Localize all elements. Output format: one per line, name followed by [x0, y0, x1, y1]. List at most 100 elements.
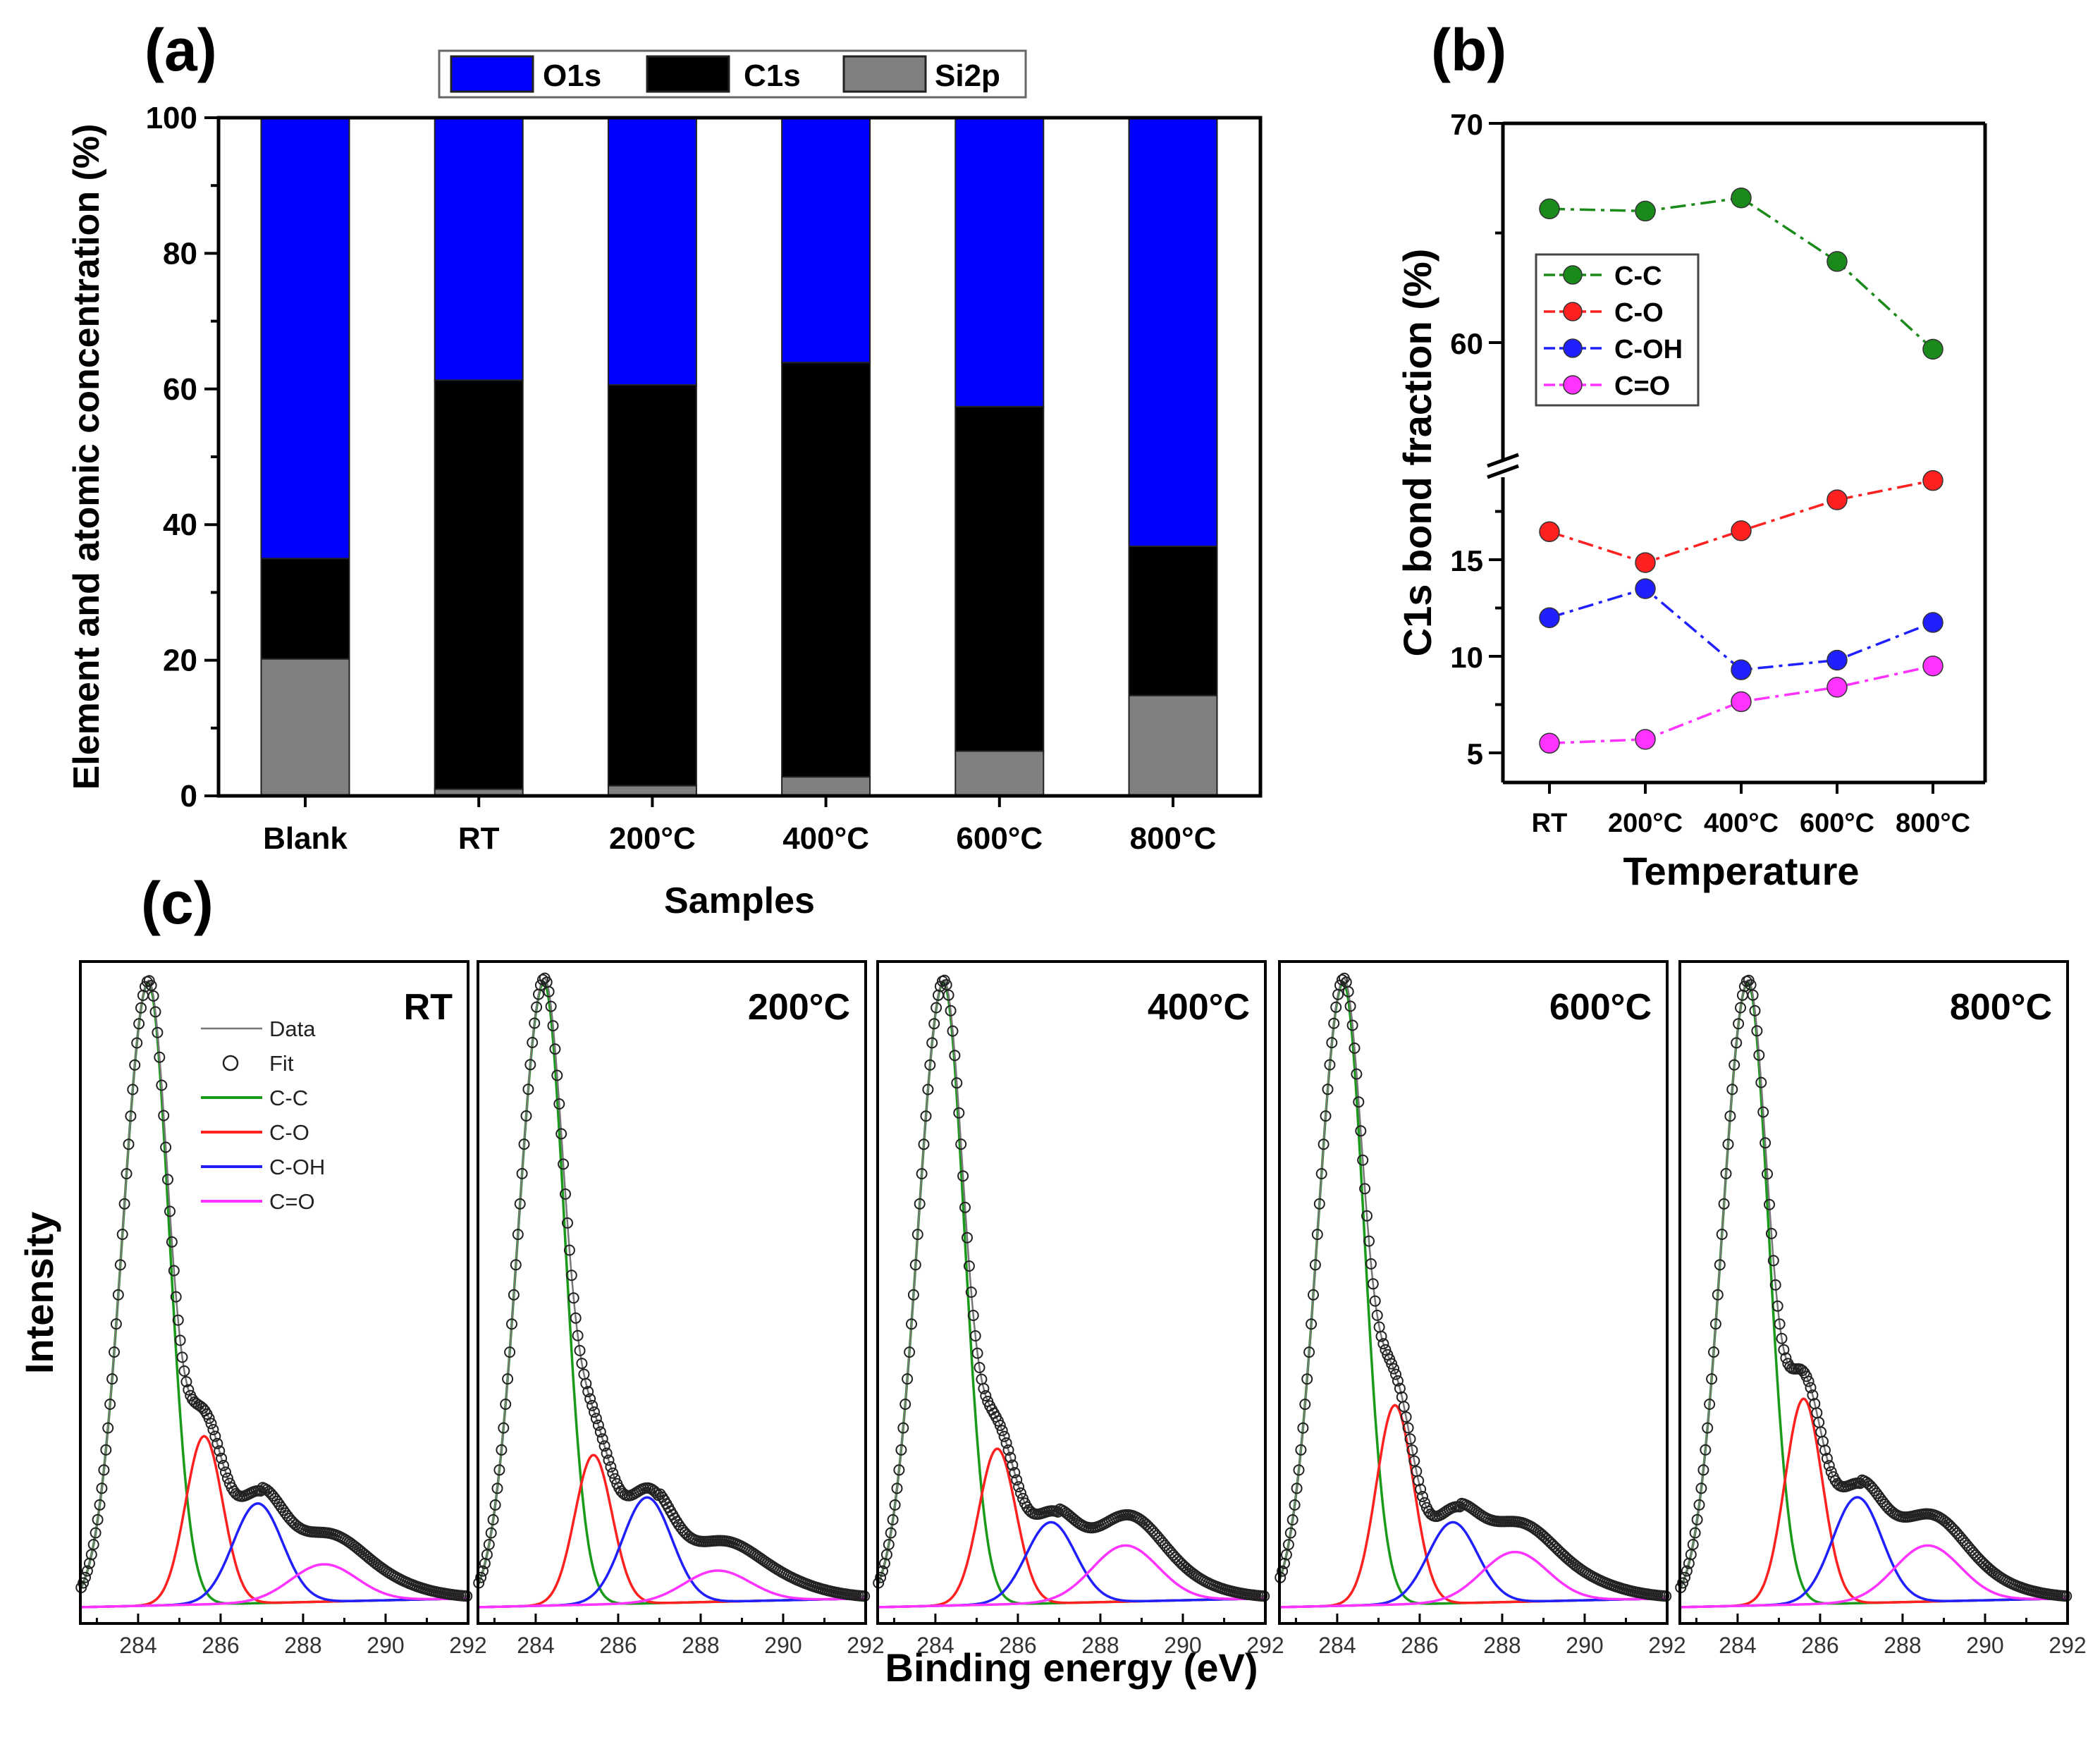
fit-point	[1015, 1487, 1026, 1499]
fit-point	[1941, 1517, 1953, 1528]
fit-point	[959, 1201, 971, 1213]
fit-point	[216, 1452, 228, 1464]
fit-point	[164, 1205, 176, 1217]
fit-point	[1392, 1375, 1404, 1387]
legend-marker-fit	[222, 1055, 239, 1071]
x-tick-label: 800°C	[1896, 809, 1970, 838]
data-point-c=o	[1635, 729, 1656, 750]
fit-point	[1695, 1482, 1707, 1494]
fit-point	[121, 1168, 133, 1179]
fit-point	[1315, 1168, 1327, 1179]
fit-point	[1322, 1083, 1334, 1095]
panel-title: 400°C	[1148, 987, 1250, 1028]
data-line	[876, 979, 1265, 1597]
y-tick-label: 20	[163, 644, 197, 678]
xps-x-label: Binding energy (eV)	[885, 1645, 1258, 1690]
fit-point	[1769, 1279, 1781, 1291]
fit-point	[502, 1373, 514, 1385]
fit-point	[607, 1467, 619, 1479]
fit-point	[1722, 1138, 1734, 1150]
component-c-o	[1680, 1397, 2068, 1609]
fit-point	[98, 1464, 110, 1476]
legend-label-c-o: C-O	[1614, 298, 1664, 328]
legend-box	[1535, 253, 1700, 407]
fit-point	[78, 1577, 90, 1589]
fit-point	[1342, 985, 1354, 997]
fit-point	[493, 1464, 505, 1476]
fit-point	[508, 1289, 520, 1301]
fit-point	[1681, 1565, 1693, 1577]
data-point-c-c	[1731, 187, 1752, 209]
fit-point	[1388, 1363, 1400, 1375]
legend-box	[438, 49, 1027, 99]
fit-point	[139, 981, 151, 993]
fit-point	[1776, 1332, 1788, 1344]
component-c-c	[1678, 981, 2068, 1605]
bar-chart-y-label: Element and atomic concentration (%)	[66, 124, 107, 790]
fit-point	[1355, 1125, 1367, 1137]
fit-point	[1706, 1373, 1718, 1385]
fit-point	[183, 1384, 195, 1396]
fit-point	[1289, 1499, 1301, 1511]
panel-frame	[876, 960, 1267, 1625]
fit-point	[197, 1402, 209, 1414]
bar-si2p	[781, 776, 871, 797]
fit-point	[100, 1444, 112, 1456]
fit-point	[589, 1406, 600, 1418]
fit-point	[963, 1260, 975, 1272]
fit-point	[1313, 1198, 1325, 1210]
fit-point	[1745, 979, 1757, 991]
fit-point	[572, 1330, 584, 1341]
x-tick-label: 200°C	[1608, 809, 1683, 838]
panel-title: 200°C	[748, 987, 850, 1028]
fit-point	[1400, 1411, 1412, 1423]
fit-point	[601, 1447, 613, 1459]
xps-panel-2: 284 286 288 290 292 400°C	[873, 960, 1284, 1658]
fit-point	[980, 1390, 992, 1401]
x-tick-label: Blank	[263, 821, 348, 856]
x-tick-label: 290	[1566, 1633, 1603, 1658]
legend-label-c-oh: C-OH	[269, 1155, 325, 1179]
fit-point	[1002, 1444, 1014, 1456]
x-tick-label: 290	[764, 1633, 802, 1658]
bar-c1s	[781, 362, 871, 778]
fit-point	[118, 1198, 130, 1210]
fit-point	[584, 1393, 596, 1405]
legend-label-o1s: O1s	[543, 59, 601, 93]
fit-point	[518, 1138, 530, 1150]
fit-point	[1353, 1096, 1365, 1108]
fit-point	[168, 1265, 180, 1277]
fit-point	[560, 1188, 571, 1200]
panel-label-a: (a)	[145, 17, 217, 83]
fit-point	[1303, 1346, 1315, 1358]
xps-panel-3: 284 286 288 290 292 600°C	[1275, 960, 1686, 1658]
fit-point	[524, 1059, 536, 1071]
fit-point	[971, 1347, 983, 1359]
fit-point	[162, 1174, 173, 1186]
fit-point	[496, 1444, 508, 1456]
fit-point	[1007, 1459, 1019, 1471]
fit-point	[922, 1083, 934, 1095]
data-point-c-oh	[1539, 607, 1560, 628]
fit-point	[673, 1518, 684, 1530]
x-tick-label: 288	[284, 1633, 321, 1658]
fit-point	[955, 1138, 967, 1150]
fit-point	[1295, 1444, 1307, 1456]
fit-point	[576, 1358, 588, 1370]
fit-point	[498, 1422, 510, 1434]
fit-point	[1716, 1229, 1728, 1240]
fit-point	[1297, 1422, 1309, 1434]
legend-swatch-c1s	[646, 55, 730, 93]
fit-point	[904, 1346, 916, 1358]
fit-point	[218, 1459, 229, 1471]
data-point-c-o	[1539, 521, 1560, 543]
bar-c1s	[607, 384, 697, 787]
y-tick-label: 80	[163, 236, 197, 271]
fit-point	[931, 1002, 942, 1014]
fit-point	[1807, 1389, 1819, 1401]
fit-point	[562, 1217, 573, 1229]
fit-point	[1709, 1318, 1721, 1330]
data-point-c-c	[1539, 198, 1560, 220]
fit-point	[1757, 1106, 1769, 1118]
fit-point	[531, 1001, 543, 1013]
